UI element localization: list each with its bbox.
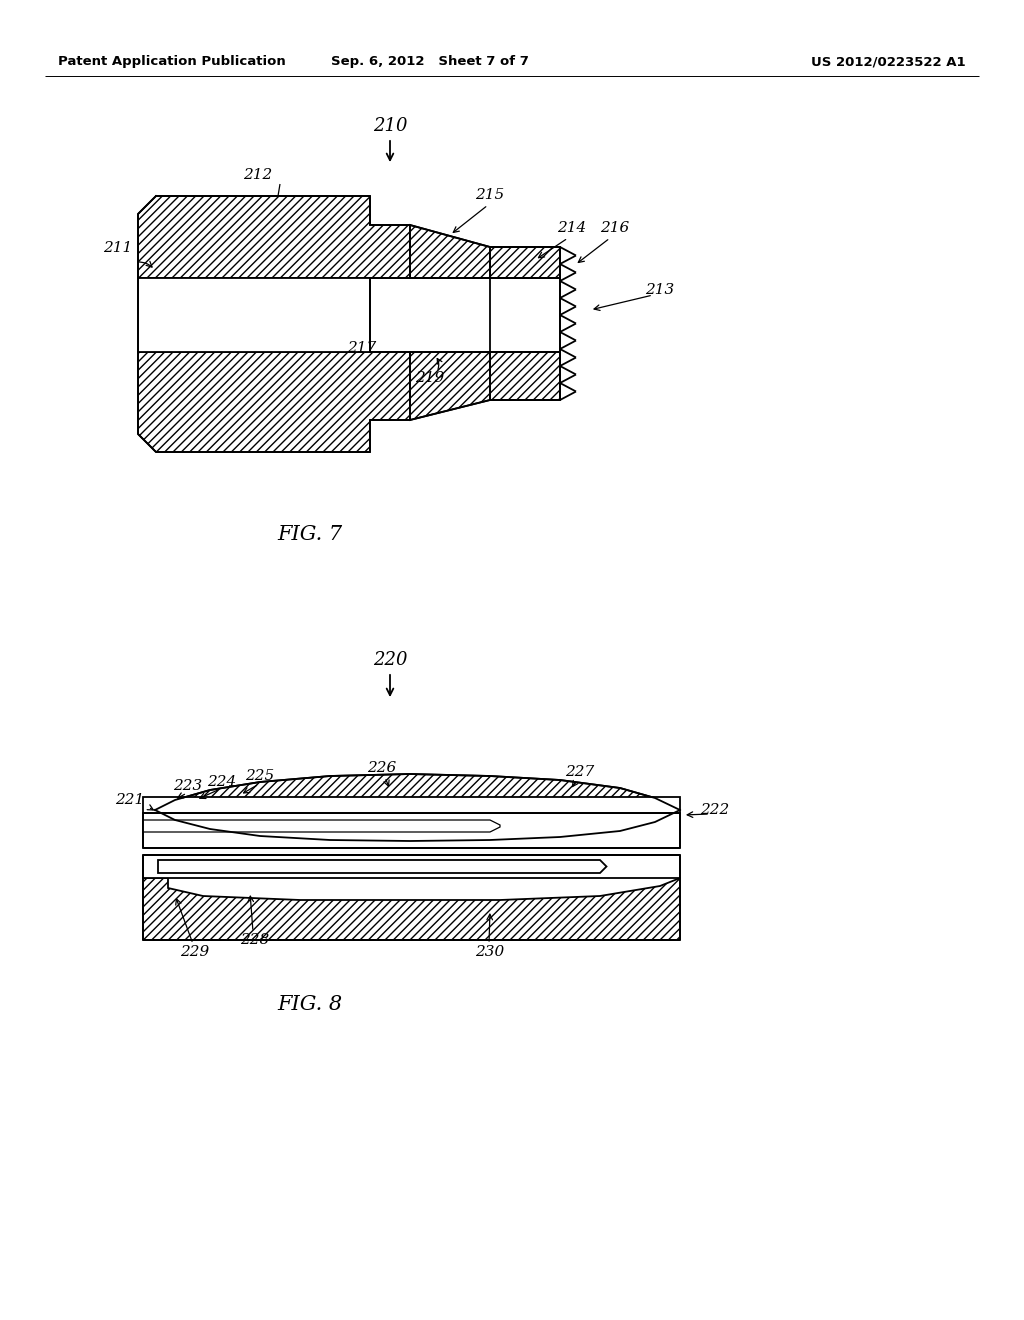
Polygon shape [490,352,560,400]
Polygon shape [138,279,370,352]
Text: FIG. 8: FIG. 8 [278,995,343,1015]
Polygon shape [155,774,680,841]
Text: Sep. 6, 2012   Sheet 7 of 7: Sep. 6, 2012 Sheet 7 of 7 [331,55,529,69]
Polygon shape [138,195,410,279]
Polygon shape [410,224,560,279]
Text: Patent Application Publication: Patent Application Publication [58,55,286,69]
Text: 215: 215 [475,187,505,202]
Polygon shape [490,279,560,352]
Polygon shape [410,352,560,420]
Polygon shape [490,247,560,279]
Text: 223: 223 [173,779,203,793]
Text: 227: 227 [565,766,595,779]
Text: 230: 230 [475,945,505,960]
Text: 216: 216 [600,220,630,235]
Text: 225: 225 [246,770,274,783]
Text: 222: 222 [700,803,730,817]
Text: 214: 214 [557,220,587,235]
Text: US 2012/0223522 A1: US 2012/0223522 A1 [811,55,966,69]
Text: 224: 224 [208,775,237,789]
Text: 213: 213 [645,282,675,297]
Text: 219: 219 [416,371,444,385]
Polygon shape [143,820,500,832]
Text: 211: 211 [103,242,133,255]
Text: 221: 221 [116,793,144,807]
Polygon shape [158,861,606,873]
Text: 226: 226 [368,762,396,775]
Text: 212: 212 [244,168,272,182]
Text: 220: 220 [373,651,408,669]
Polygon shape [138,352,410,451]
Polygon shape [143,855,680,878]
Polygon shape [143,878,680,940]
Polygon shape [143,797,680,813]
Text: 210: 210 [373,117,408,135]
Text: 229: 229 [180,945,210,960]
Text: FIG. 7: FIG. 7 [278,525,343,544]
Text: 217: 217 [347,341,377,355]
Text: 228: 228 [241,933,269,946]
Polygon shape [143,813,680,847]
Polygon shape [410,279,560,352]
